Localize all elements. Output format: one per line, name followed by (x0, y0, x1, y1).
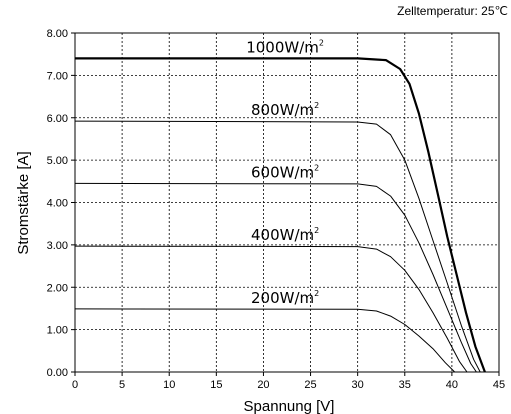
series-label-text: 600W/m (251, 163, 314, 181)
series-label-superscript: 2 (319, 38, 324, 47)
x-tick-label: 40 (446, 379, 458, 391)
cell-temperature-note: Zelltemperatur: 25℃ (397, 4, 508, 18)
series-label-superscript: 2 (314, 226, 319, 235)
iv-curve-3 (74, 245, 468, 373)
series-label-superscript: 2 (314, 163, 319, 172)
series-label-superscript: 2 (314, 289, 319, 298)
series-label-text: 1000W/m (246, 38, 319, 56)
iv-curve-2 (74, 182, 477, 373)
y-tick-label: 8.00 (47, 28, 68, 40)
y-tick-label: 5.00 (47, 155, 68, 167)
x-tick-label: 0 (72, 379, 78, 391)
x-tick-label: 10 (163, 379, 175, 391)
y-tick-label: 7.00 (47, 70, 68, 82)
grid (75, 33, 499, 372)
x-tick-label: 25 (304, 379, 316, 391)
series-label-text: 400W/m (251, 226, 314, 244)
curves (74, 57, 486, 373)
x-tick-label: 45 (493, 379, 505, 391)
iv-curve-4 (74, 308, 456, 373)
y-axis-title: Stromstärke [A] (15, 151, 32, 254)
series-label-text: 200W/m (251, 289, 314, 307)
series-label-text: 800W/m (251, 101, 314, 119)
y-tick-label: 4.00 (47, 198, 68, 210)
series-label-0: 1000W/m2 (246, 38, 324, 56)
iv-curve-1 (74, 120, 481, 373)
axis-ticks: 0 5 10 15 20 25 30 35 40 45 0.00 1.00 2.00 3.00 4.00 5.… (47, 28, 506, 391)
y-tick-label: 1.00 (47, 325, 68, 337)
x-tick-label: 30 (352, 379, 364, 391)
y-tick-label: 0.00 (47, 367, 68, 379)
series-label-4: 200W/m2 (251, 289, 319, 307)
iv-curve-0 (75, 57, 486, 373)
x-tick-label: 20 (257, 379, 269, 391)
y-tick-label: 6.00 (47, 113, 68, 125)
series-label-2: 600W/m2 (251, 163, 319, 181)
x-tick-label: 15 (210, 379, 222, 391)
y-tick-label: 3.00 (47, 240, 68, 252)
y-tick-label: 2.00 (47, 282, 68, 294)
x-axis-title: Spannung [V] (244, 398, 335, 414)
series-label-3: 400W/m2 (251, 226, 319, 244)
x-tick-label: 5 (119, 379, 125, 391)
x-tick-label: 35 (399, 379, 411, 391)
series-label-superscript: 2 (314, 101, 319, 110)
series-label-1: 800W/m2 (251, 101, 319, 119)
